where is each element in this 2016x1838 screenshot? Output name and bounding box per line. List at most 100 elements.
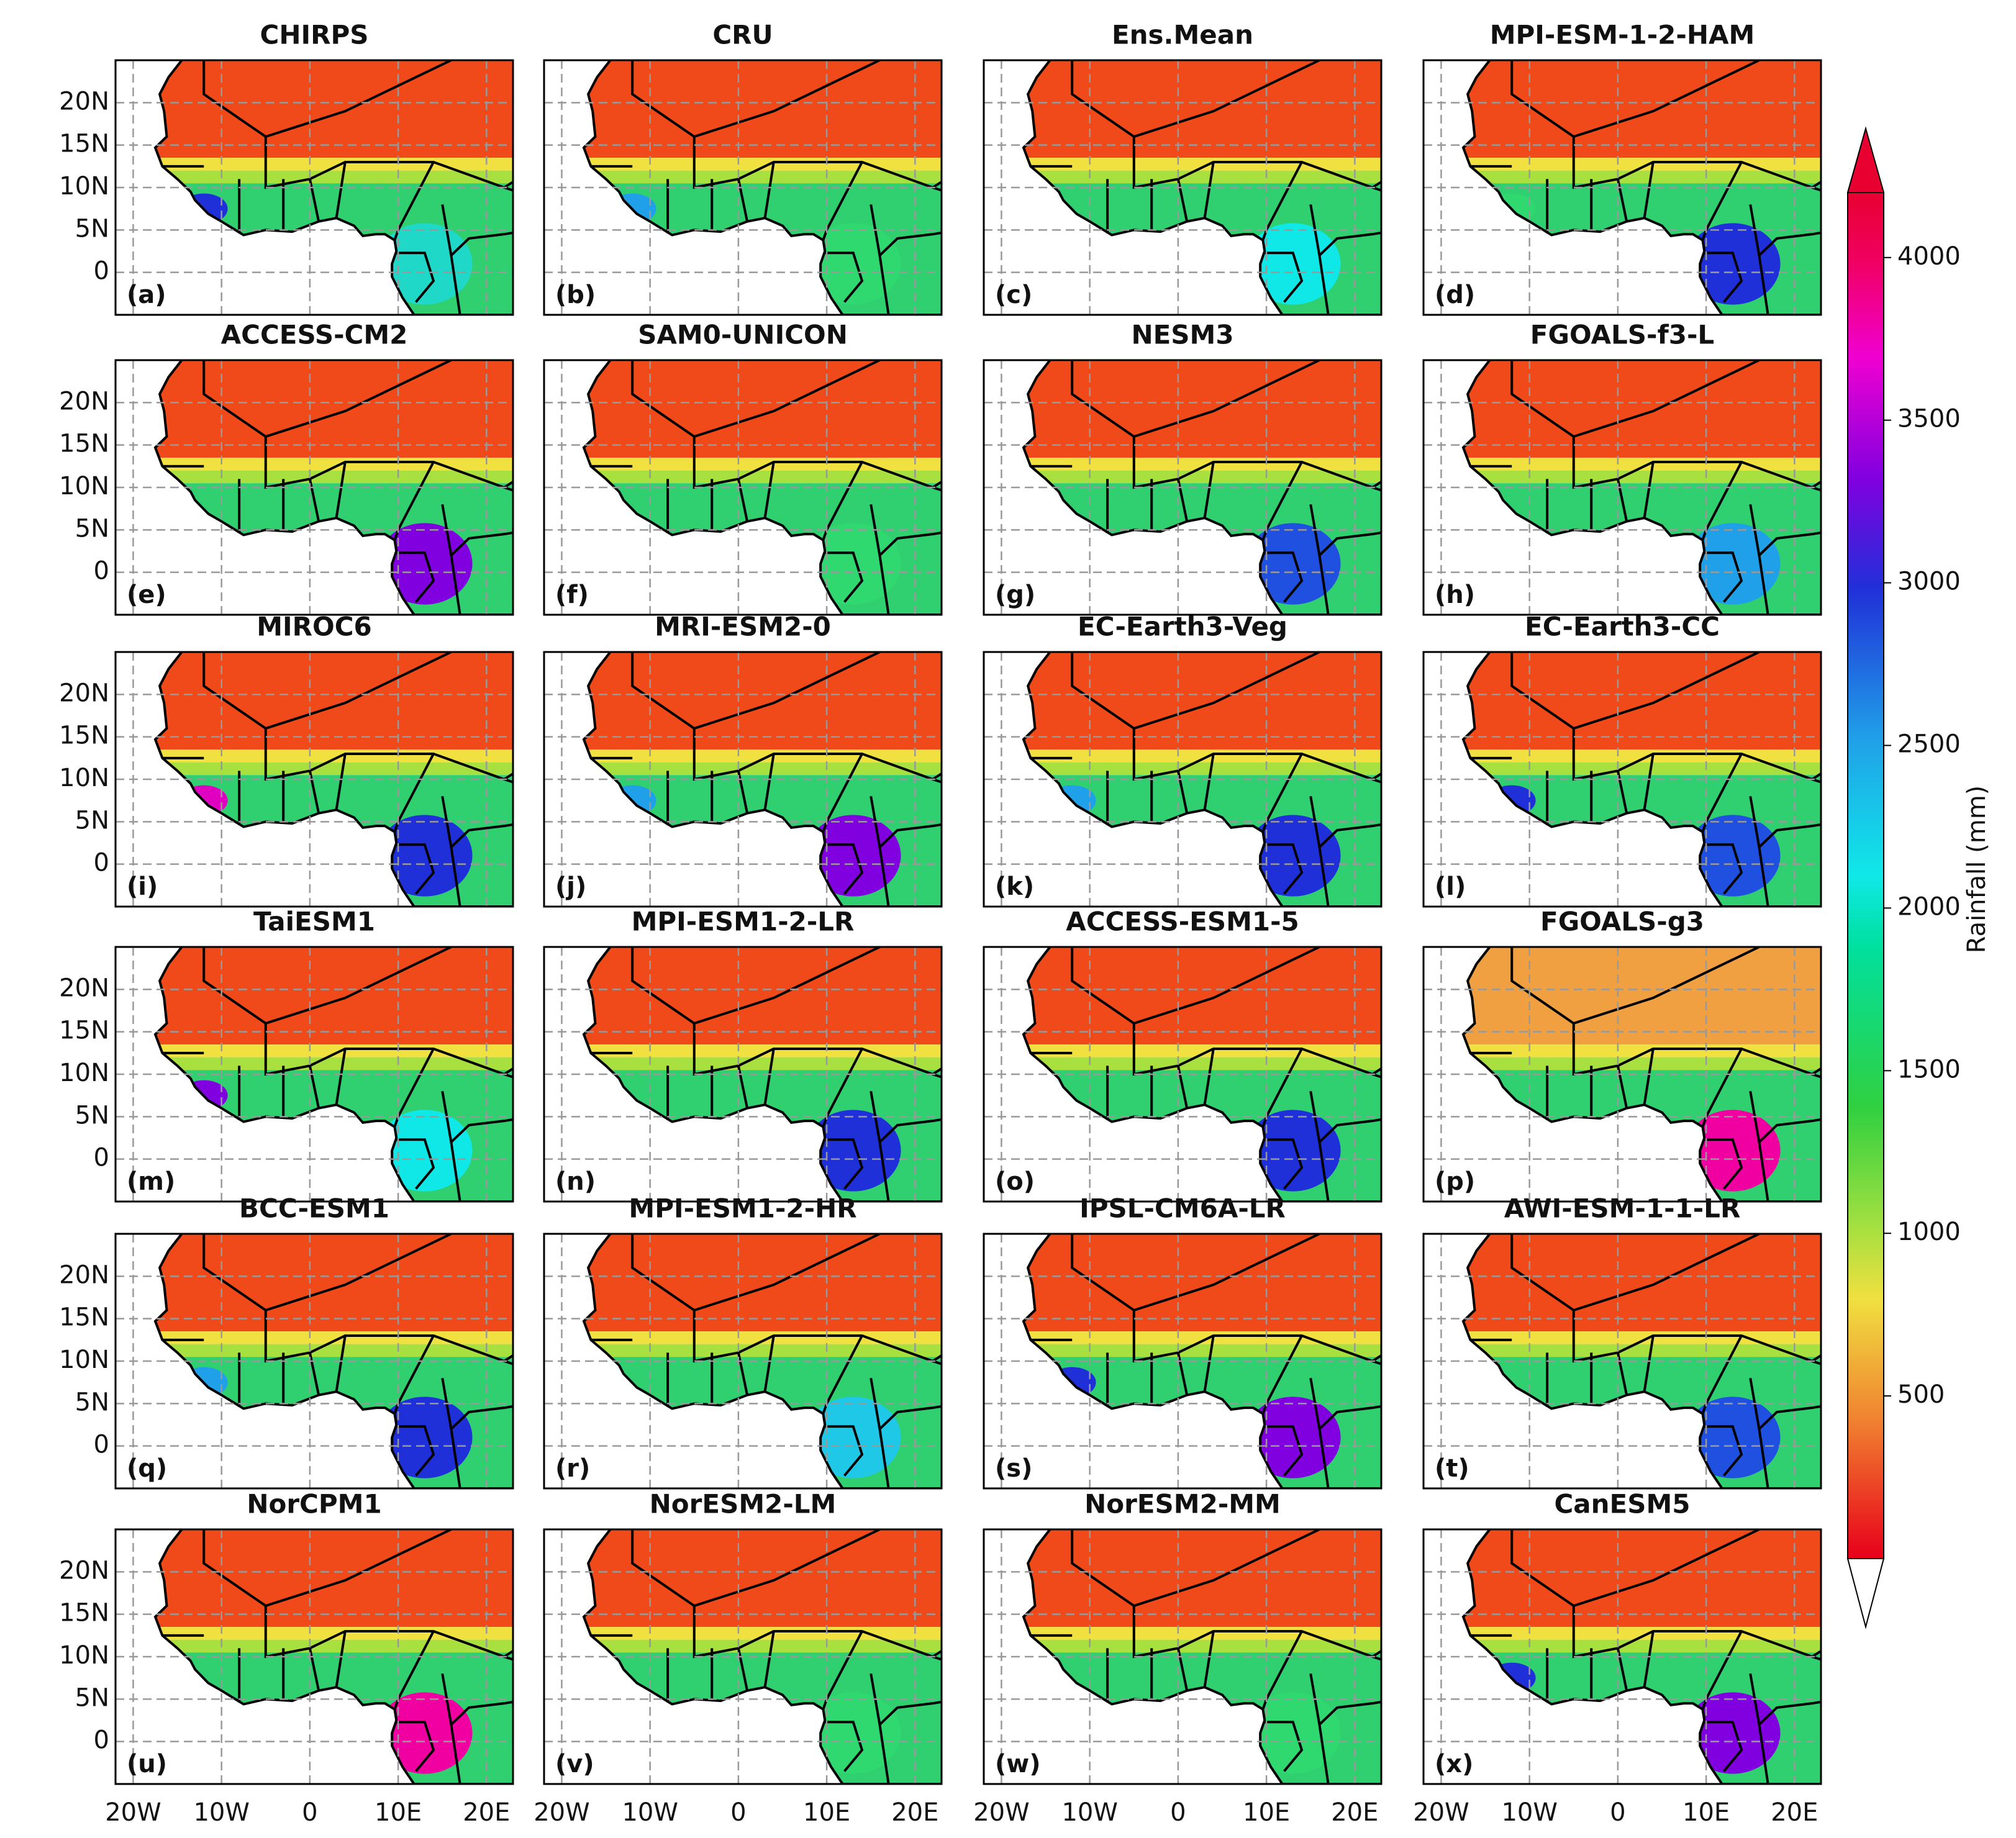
border: [1071, 360, 1320, 438]
border: [1758, 1700, 1821, 1726]
border: [441, 504, 461, 615]
border: [932, 1649, 942, 1658]
coastline: [1022, 360, 1381, 615]
panel-frame: [983, 651, 1383, 908]
border: [763, 461, 775, 518]
border: [825, 1721, 864, 1772]
border: [1643, 461, 1655, 518]
border: [825, 251, 864, 303]
map-panel: EC-Earth3-Veg (k): [983, 612, 1383, 908]
coastline: [1022, 1529, 1381, 1784]
x-tick-label: 20E: [1771, 1798, 1818, 1827]
x-tick-label: 10W: [622, 1798, 678, 1827]
border: [1319, 1405, 1381, 1430]
panel-title: FGOALS-f3-L: [1530, 320, 1714, 350]
coastline: [1461, 947, 1821, 1202]
rain-band: [1024, 1529, 1381, 1627]
border: [396, 1138, 435, 1190]
border: [503, 480, 513, 489]
border: [1616, 770, 1628, 814]
border: [335, 461, 347, 518]
y-tick-label: 20N: [59, 1261, 109, 1289]
border: [1071, 652, 1320, 730]
map-panel: EC-Earth3-CC (l): [1422, 612, 1822, 908]
border: [1309, 504, 1330, 615]
panel-title: CanESM5: [1554, 1489, 1690, 1519]
panel-title: NESM3: [1131, 320, 1233, 350]
panel-frame: [114, 1233, 514, 1490]
y-tick-label: 5N: [75, 514, 109, 543]
border: [932, 772, 942, 781]
border: [1643, 161, 1655, 219]
border: [1203, 161, 1215, 219]
colorbar-tick-label: 3000: [1897, 568, 1961, 596]
y-tick-label: 10N: [59, 1346, 109, 1374]
panel-title: AWI-ESM-1-1-LR: [1504, 1193, 1741, 1224]
colorbar-extend-bottom: [1846, 1558, 1885, 1629]
land-fill: [155, 360, 513, 615]
y-tick-label: 5N: [75, 214, 109, 243]
border: [1811, 1067, 1821, 1075]
rain-band: [584, 1234, 942, 1332]
rain-band: [1463, 1234, 1821, 1332]
y-tick-label: 10N: [59, 1641, 109, 1670]
land-fill: [584, 1234, 942, 1488]
colorbar-tick-label: 4000: [1897, 242, 1961, 271]
panel-frame: [114, 59, 514, 316]
rain-band: [1463, 652, 1821, 750]
rain-band: [1024, 60, 1381, 158]
map-panel: CHIRPS (a): [114, 20, 514, 316]
border: [879, 823, 942, 848]
x-tick-label: 10W: [1061, 1798, 1117, 1827]
border: [631, 60, 881, 138]
panel-title: NorCPM1: [247, 1489, 381, 1519]
y-tick-label: 0: [94, 1144, 109, 1172]
y-tick-label: 20N: [59, 1556, 109, 1585]
y-tick-label: 5N: [75, 1101, 109, 1130]
panel-label: (n): [555, 1167, 596, 1196]
border: [1616, 178, 1628, 222]
border: [396, 1425, 435, 1477]
border: [1203, 1335, 1215, 1392]
land: [582, 1234, 942, 1488]
panel-frame: [543, 1233, 943, 1490]
x-tick-label: 20E: [463, 1798, 510, 1827]
panel-frame: [543, 359, 943, 616]
border: [1265, 551, 1304, 603]
border: [1371, 1067, 1381, 1075]
y-tick-label: 5N: [75, 1388, 109, 1416]
border: [1203, 753, 1215, 810]
border: [1071, 60, 1320, 138]
border: [932, 1067, 942, 1075]
border: [202, 652, 452, 730]
border: [737, 1065, 749, 1109]
border: [335, 1631, 347, 1688]
border: [1319, 531, 1381, 556]
panel-title: CHIRPS: [260, 20, 369, 50]
panel-label: (x): [1435, 1750, 1473, 1778]
rain-band: [155, 652, 513, 750]
border: [1749, 795, 1769, 907]
border: [1309, 204, 1330, 315]
coastline: [582, 1529, 942, 1784]
panel-frame: [114, 651, 514, 908]
border: [737, 770, 749, 814]
map-panel: BCC-ESM1 (q): [114, 1193, 514, 1490]
border: [932, 180, 942, 189]
border: [825, 843, 864, 895]
map-panel: SAM0-UNICON (f): [543, 320, 943, 616]
coastline: [582, 1234, 942, 1488]
rain-band: [1024, 360, 1381, 458]
border: [308, 478, 320, 522]
border: [1811, 772, 1821, 781]
border: [335, 1048, 347, 1105]
border: [308, 1065, 320, 1109]
rain-band: [1463, 60, 1821, 158]
border: [202, 60, 452, 138]
y-tick-label: 0: [94, 257, 109, 286]
y-tick-label: 15N: [59, 722, 109, 750]
border: [825, 1425, 864, 1477]
border: [1616, 1352, 1628, 1396]
border: [335, 1335, 347, 1392]
border: [1319, 823, 1381, 848]
